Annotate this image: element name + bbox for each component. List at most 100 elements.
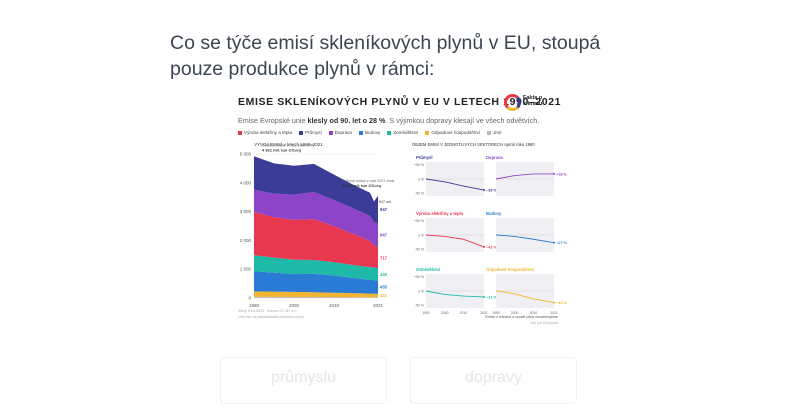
legend-item: Průmysl <box>299 130 322 135</box>
panel-title: Odpadové hospodářství <box>486 267 535 272</box>
panel-y-tick: 0 % <box>418 177 424 181</box>
panel-line <box>425 290 485 298</box>
area-series <box>254 211 378 269</box>
panel-x-tick: 2021 <box>550 311 558 315</box>
panel-end-point <box>483 189 485 192</box>
panel-change-label: +18 % <box>556 172 567 176</box>
y-tick-label: 1 000 <box>240 267 252 272</box>
subtitle-bold: klesly od 90. let o 28 % <box>307 116 386 125</box>
panel-y-tick: +50 % <box>414 163 424 167</box>
area-series <box>254 291 378 298</box>
legend-label: Budovy <box>364 130 381 135</box>
small-note-2: více jak Evropská <box>530 321 558 325</box>
legend-swatch <box>487 130 492 135</box>
small-note: Emise z leteckví a využití půdy nezahrnu… <box>485 315 558 319</box>
panel-y-tick: 0 % <box>418 233 424 237</box>
x-tick-label: 1990 <box>249 303 260 308</box>
answer-card-dopravy[interactable]: dopravy <box>410 357 577 404</box>
area-series <box>254 271 378 294</box>
legend-item: Doprava <box>328 130 352 135</box>
legend-item: Budovy <box>358 130 381 135</box>
footnote-source: Zdroj: EEA 2023 · licence CC BY 4.0 <box>238 309 296 313</box>
panel-x-tick: 1990 <box>422 311 430 315</box>
legend-item: Jiné <box>487 130 502 135</box>
panel-change-label: −39 % <box>486 189 497 193</box>
panel-title: Výroba elektřiny a tepla <box>416 211 464 216</box>
panel-end-point <box>483 295 485 298</box>
y-tick-label: 0 <box>248 296 251 301</box>
panel-change-label: −21 % <box>486 295 497 299</box>
legend-item: Výroba elektřiny a tepla <box>238 130 292 135</box>
emissions-infographic: EMISE SKLENÍKOVÝCH PLYNŮ V EU V LETECH 1… <box>230 88 570 333</box>
legend-swatch <box>238 130 242 135</box>
panel-y-tick: -50 % <box>415 247 424 251</box>
subtitle-post: . S výjimkou dopravy klesají ve všech od… <box>385 116 540 125</box>
legend-label: Výroba elektřiny a tepla <box>244 130 293 135</box>
area-series <box>254 156 378 224</box>
area-series <box>254 296 378 298</box>
panel-x-tick: 2010 <box>530 311 538 315</box>
y-tick-label: 4 000 <box>240 180 252 185</box>
area-chart: VÝVOJ EMISÍ v letech 1990–2021 0 1 000 2 00… <box>238 141 395 319</box>
annotation-2021-value: 3 542 mil. tun CO₂eq <box>342 183 381 188</box>
panel-y-tick: 0 % <box>418 289 424 293</box>
end-label: 847 <box>380 233 388 238</box>
legend-label: Zemědělství <box>393 130 419 135</box>
panel-x-tick: 1990 <box>492 311 500 315</box>
legend-label: Průmysl <box>305 130 322 135</box>
x-tick-label: 2010 <box>329 303 340 308</box>
sector-small-multiples: OBJEM EMISÍ V JEDNOTLIVÝCH SEKTORECH opr… <box>412 142 567 325</box>
legend-label: Doprava <box>334 130 352 135</box>
small-multiples-title: OBJEM EMISÍ V JEDNOTLIVÝCH SEKTORECH opr… <box>412 142 535 147</box>
panel-line <box>425 234 485 248</box>
legend: Výroba elektřiny a tepla Průmysl Doprava Bu… <box>238 130 509 135</box>
legend-label: Jiné <box>493 130 502 135</box>
logo-text: Fakta o klimatu <box>523 95 543 107</box>
panel-line <box>495 234 555 244</box>
panel-line <box>495 173 554 180</box>
legend-swatch <box>358 130 363 135</box>
panel-title: Průmysl <box>416 155 433 160</box>
area-series <box>254 189 378 248</box>
end-label: 455 <box>380 285 388 290</box>
panel-title: Zemědělství <box>416 267 441 272</box>
fakta-o-klimatu-logo: Fakta o klimatu <box>504 93 552 111</box>
legend-label: Odpadové hospodářství <box>431 130 481 135</box>
legend-swatch <box>387 130 392 135</box>
annotation-industry: 947 mil. <box>379 200 392 204</box>
legend-swatch <box>328 130 333 135</box>
x-tick-label: 2000 <box>289 303 300 308</box>
x-tick-label: 2021 <box>373 303 384 308</box>
panel-y-tick: +50 % <box>414 219 424 223</box>
y-tick-label: 2 000 <box>240 238 252 243</box>
panel-change-label: −27 % <box>556 241 567 245</box>
panel-end-point <box>553 172 555 175</box>
end-label: 436 <box>380 272 388 277</box>
panel-line <box>425 178 485 191</box>
annotation-2021-text: Celkové emise v roce 2021 činily <box>342 179 395 183</box>
answer-card-prumyslu[interactable]: průmyslu <box>220 357 387 404</box>
logo-ring-icon <box>504 94 521 111</box>
card-label: dopravy <box>465 369 522 386</box>
infographic-title: EMISE SKLENÍKOVÝCH PLYNŮ V EU V LETECH 1… <box>238 96 562 108</box>
annotation-1990-text: Celkové emise v roce 1990 činily <box>262 143 315 147</box>
area-series <box>254 255 378 281</box>
y-tick-label: 5 000 <box>240 152 252 157</box>
end-label: 947 <box>380 207 388 212</box>
panel-end-point <box>553 301 555 304</box>
panel-end-point <box>483 245 485 248</box>
annotation-1990-value: 4 921 mil. tun CO₂eq <box>262 147 301 152</box>
answer-cards: průmyslu dopravy <box>220 355 580 404</box>
legend-item: Zemědělství <box>387 130 418 135</box>
y-tick-label: 3 000 <box>240 209 252 214</box>
panel-title: Budovy <box>486 211 502 216</box>
panel-x-tick: 2021 <box>480 311 488 315</box>
panel-end-point <box>553 241 555 244</box>
legend-swatch <box>299 130 304 135</box>
card-label: průmyslu <box>271 369 336 386</box>
panel-y-tick: -50 % <box>415 303 424 307</box>
footnote-more: více info na faktaoklimatu.cz/emise-spor… <box>238 315 304 319</box>
area-chart-title: VÝVOJ EMISÍ v letech 1990–2021 <box>254 141 323 147</box>
subtitle-pre: Emise Evropské unie <box>238 116 306 125</box>
infographic-subtitle: Emise Evropské unie klesly od 90. let o … <box>238 116 539 125</box>
